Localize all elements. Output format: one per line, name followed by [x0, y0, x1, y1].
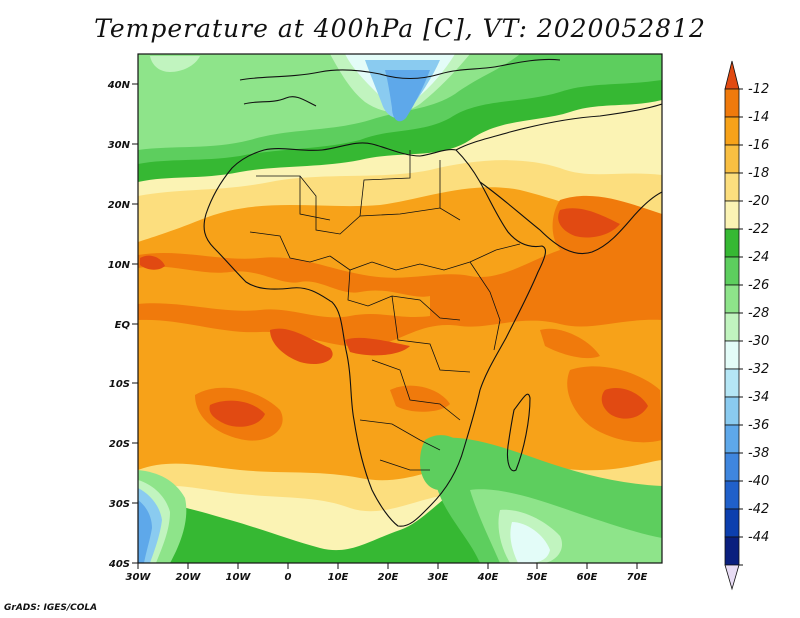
lat-tick-label: 30N [108, 140, 131, 151]
colorbar-segment [724, 340, 740, 370]
lon-tick-label: 10E [328, 572, 349, 583]
temperature-field [138, 54, 662, 563]
longitude-axis: 30W 20W 10W 0 10E 20E 30E 40E 50E 60E 70… [126, 563, 648, 583]
lon-tick-label: 40E [477, 572, 499, 583]
colorbar-label: -22 [748, 222, 769, 237]
colorbar-segment [724, 256, 740, 286]
colorbar-segment [724, 564, 740, 591]
colorbar-segment [724, 116, 740, 146]
map-title: Temperature at 400hPa [C], VT: 202005281… [94, 14, 706, 43]
lat-tick-label: 40N [107, 80, 131, 91]
colorbar-segment [724, 536, 740, 566]
colorbar-label: -40 [748, 474, 769, 489]
colorbar-segment [724, 424, 740, 454]
credit-text: GrADS: IGES/COLA [4, 603, 98, 613]
colorbar-segment [724, 508, 740, 538]
colorbar-labels: -12 -14 -16 -18 -20 -22 -24 -26 -28 -30 … [748, 82, 769, 545]
coastlines [203, 58, 662, 527]
colorbar-label: -16 [748, 138, 769, 153]
colorbar-label: -26 [748, 278, 769, 293]
colorbar-label: -24 [748, 250, 769, 265]
colorbar-label: -30 [748, 334, 769, 349]
colorbar-segment [724, 480, 740, 510]
colorbar-segment [724, 284, 740, 314]
colorbar-segments [724, 60, 743, 591]
colorbar-label: -32 [748, 362, 769, 377]
lon-tick-label: 0 [285, 572, 292, 583]
lon-tick-label: 30W [126, 572, 152, 583]
map-frame [137, 53, 663, 564]
colorbar-segment [724, 200, 740, 230]
colorbar-label: -14 [748, 110, 769, 125]
lat-tick-label: 20N [108, 200, 131, 211]
colorbar-segment [724, 228, 740, 258]
colorbar-label: -38 [748, 446, 769, 461]
colorbar-segment [724, 452, 740, 482]
colorbar-label: -12 [748, 82, 769, 97]
colorbar-label: -18 [748, 166, 769, 181]
country-borders [249, 150, 521, 471]
colorbar-label: -42 [748, 502, 769, 517]
colorbar-segment [724, 60, 740, 90]
colorbar-segment [724, 88, 740, 118]
lon-tick-label: 60E [577, 572, 598, 583]
lat-tick-label: 10N [108, 260, 131, 271]
colorbar-segment [724, 312, 740, 342]
colorbar-label: -28 [748, 306, 769, 321]
latitude-axis: 40N 30N 20N 10N EQ 10S 20S 30S 40S [107, 80, 138, 570]
lat-tick-label: 40S [108, 559, 130, 570]
lon-tick-label: 10W [226, 572, 252, 583]
colorbar: -12 -14 -16 -18 -20 -22 -24 -26 -28 -30 … [724, 60, 769, 591]
lat-tick-label: 20S [109, 439, 130, 450]
lon-tick-label: 70E [627, 572, 648, 583]
colorbar-label: -20 [748, 194, 769, 209]
colorbar-label: -36 [748, 418, 769, 433]
lat-tick-label: 10S [109, 379, 130, 390]
lat-tick-label: 30S [109, 499, 130, 510]
lon-tick-label: 30E [428, 572, 449, 583]
colorbar-segment [724, 144, 740, 174]
lon-tick-label: 50E [527, 572, 548, 583]
lon-tick-label: 20W [176, 572, 202, 583]
lat-tick-label: EQ [115, 320, 131, 331]
colorbar-segment [724, 396, 740, 426]
lon-tick-label: 20E [378, 572, 399, 583]
colorbar-segment [724, 172, 740, 202]
colorbar-label: -44 [748, 530, 769, 545]
colorbar-segment [724, 368, 740, 398]
colorbar-label: -34 [748, 390, 769, 405]
